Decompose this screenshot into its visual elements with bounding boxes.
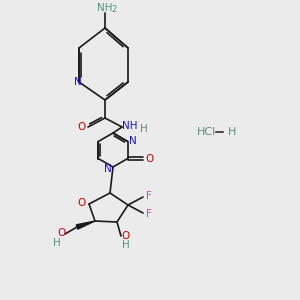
Text: HCl: HCl xyxy=(197,127,216,137)
Text: H: H xyxy=(122,240,130,250)
Text: O: O xyxy=(77,198,85,208)
Text: H: H xyxy=(140,124,148,134)
Text: N: N xyxy=(104,164,112,174)
Text: N: N xyxy=(74,77,82,87)
Text: O: O xyxy=(146,154,154,164)
Text: 2: 2 xyxy=(111,5,117,14)
Text: N: N xyxy=(129,136,136,146)
Text: NH: NH xyxy=(122,121,138,131)
Text: O: O xyxy=(77,122,85,132)
Text: O: O xyxy=(121,231,129,241)
Text: F: F xyxy=(146,209,152,219)
Text: H: H xyxy=(228,127,236,137)
Text: O: O xyxy=(57,228,65,238)
Polygon shape xyxy=(76,221,95,229)
Text: F: F xyxy=(146,191,152,201)
Text: H: H xyxy=(53,238,61,248)
Text: NH: NH xyxy=(97,3,113,13)
